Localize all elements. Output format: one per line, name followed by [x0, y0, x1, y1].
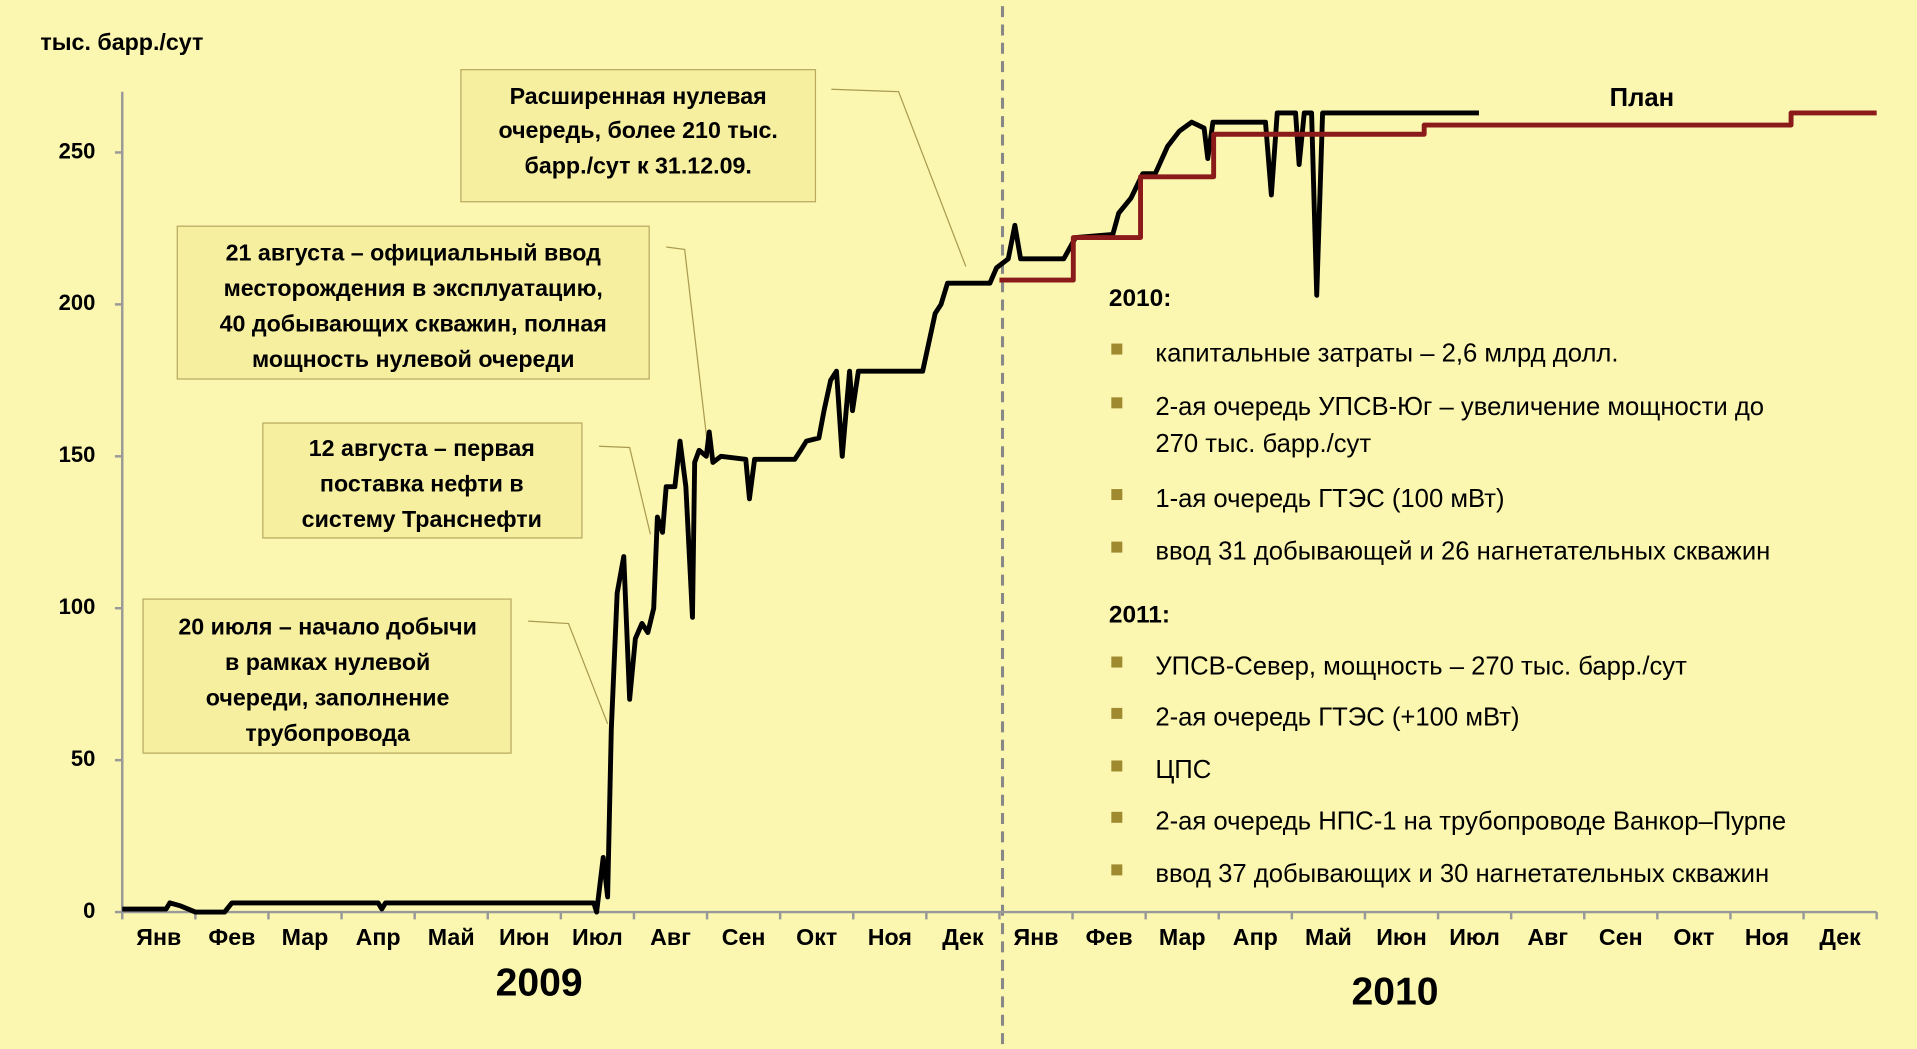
bullet — [1111, 760, 1123, 772]
y-tick-label: 100 — [59, 594, 96, 619]
annotation-text: 12 августа – первая — [309, 435, 535, 461]
note-item: ЦПС — [1155, 756, 1211, 784]
note-item: капитальные затраты – 2,6 млрд долл. — [1155, 339, 1618, 367]
bullet — [1111, 397, 1123, 409]
annotation-text: систему Транснефти — [302, 506, 542, 532]
y-axis-label: тыс. барр./сут — [40, 29, 203, 55]
note-item: УПСВ-Север, мощность – 270 тыс. барр./су… — [1155, 652, 1687, 680]
note-item: 2-ая очередь НПС-1 на трубопроводе Ванко… — [1155, 808, 1786, 836]
year-label: 2009 — [496, 962, 583, 1005]
x-tick-label: Янв — [136, 924, 181, 950]
x-tick-label: Апр — [356, 924, 401, 950]
x-tick-label: Окт — [1673, 924, 1714, 950]
bullet — [1111, 656, 1123, 668]
x-tick-label: Авг — [1527, 924, 1568, 950]
x-tick-label: Дек — [1819, 924, 1861, 950]
x-tick-label: Апр — [1233, 924, 1278, 950]
leader-line — [831, 88, 967, 267]
annotation-text: Расширенная нулевая — [510, 83, 767, 109]
note-item: 2-ая очередь ГТЭС (+100 мВт) — [1155, 704, 1519, 732]
annotation-box — [262, 422, 583, 539]
annotation-text: поставка нефти в — [320, 471, 524, 497]
x-tick-label: Июл — [572, 924, 623, 950]
y-tick-label: 50 — [71, 746, 95, 771]
annotation-text: 20 июля – начало добычи — [178, 614, 477, 640]
year-label: 2010 — [1351, 970, 1438, 1013]
x-tick-label: Мар — [1159, 924, 1206, 950]
x-tick-label: Дек — [942, 924, 984, 950]
data-line — [122, 110, 1479, 915]
x-tick-label: Окт — [796, 924, 837, 950]
x-tick-label: Июн — [499, 924, 550, 950]
bullet — [1111, 343, 1123, 355]
annotation-text: в рамках нулевой — [225, 649, 430, 675]
annotation-text: трубопровода — [245, 720, 411, 746]
bullet — [1111, 811, 1123, 823]
leader-line — [528, 620, 609, 725]
leader-line — [666, 246, 708, 438]
series-label: План — [1610, 84, 1675, 112]
annotation-text: очереди, заполнение — [206, 684, 450, 710]
note-item: ввод 31 добывающей и 26 нагнетательных с… — [1155, 537, 1770, 565]
note-item: 270 тыс. барр./сут — [1155, 430, 1371, 458]
leader-line — [599, 445, 652, 535]
x-tick-label: Фев — [208, 924, 255, 950]
annotation-text: месторождения в эксплуатацию, — [224, 275, 603, 301]
x-tick-label: Ноя — [1745, 924, 1789, 950]
x-tick-label: Июн — [1376, 924, 1427, 950]
bullet — [1111, 489, 1123, 501]
x-tick-label: Мар — [282, 924, 329, 950]
annotation-text: очередь, более 210 тыс. — [498, 117, 777, 143]
note-heading: 2010: — [1109, 285, 1172, 312]
annotation-box — [176, 225, 650, 380]
x-tick-label: Июл — [1449, 924, 1500, 950]
annotation-text: барр./сут к 31.12.09. — [525, 153, 752, 179]
x-tick-label: Сен — [722, 924, 766, 950]
bullet — [1111, 707, 1123, 719]
annotation-text: мощность нулевой очереди — [252, 346, 575, 372]
y-tick-label: 0 — [83, 898, 95, 923]
x-tick-label: Янв — [1014, 924, 1059, 950]
x-tick-label: Май — [1305, 924, 1352, 950]
bullet — [1111, 541, 1123, 553]
x-tick-label: Сен — [1599, 924, 1643, 950]
y-tick-label: 250 — [59, 138, 96, 163]
x-tick-label: Май — [428, 924, 475, 950]
annotation-text: 21 августа – официальный ввод — [226, 239, 601, 265]
x-tick-label: Ноя — [868, 924, 912, 950]
note-heading: 2011: — [1109, 602, 1170, 629]
annotation-box — [142, 598, 512, 754]
bullet — [1111, 864, 1123, 876]
note-item: 2-ая очередь УПСВ-Юг – увеличение мощнос… — [1155, 393, 1764, 421]
note-item: 1-ая очередь ГТЭС (100 мВт) — [1155, 485, 1504, 513]
note-item: ввод 37 добывающих и 30 нагнетательных с… — [1155, 860, 1769, 888]
annotation-text: 40 добывающих скважин, полная — [220, 310, 607, 336]
x-tick-label: Авг — [650, 924, 691, 950]
y-tick-label: 150 — [59, 442, 96, 467]
x-tick-label: Фев — [1086, 924, 1133, 950]
annotation-box — [460, 69, 817, 203]
data-line — [999, 110, 1877, 283]
y-tick-label: 200 — [59, 290, 96, 315]
